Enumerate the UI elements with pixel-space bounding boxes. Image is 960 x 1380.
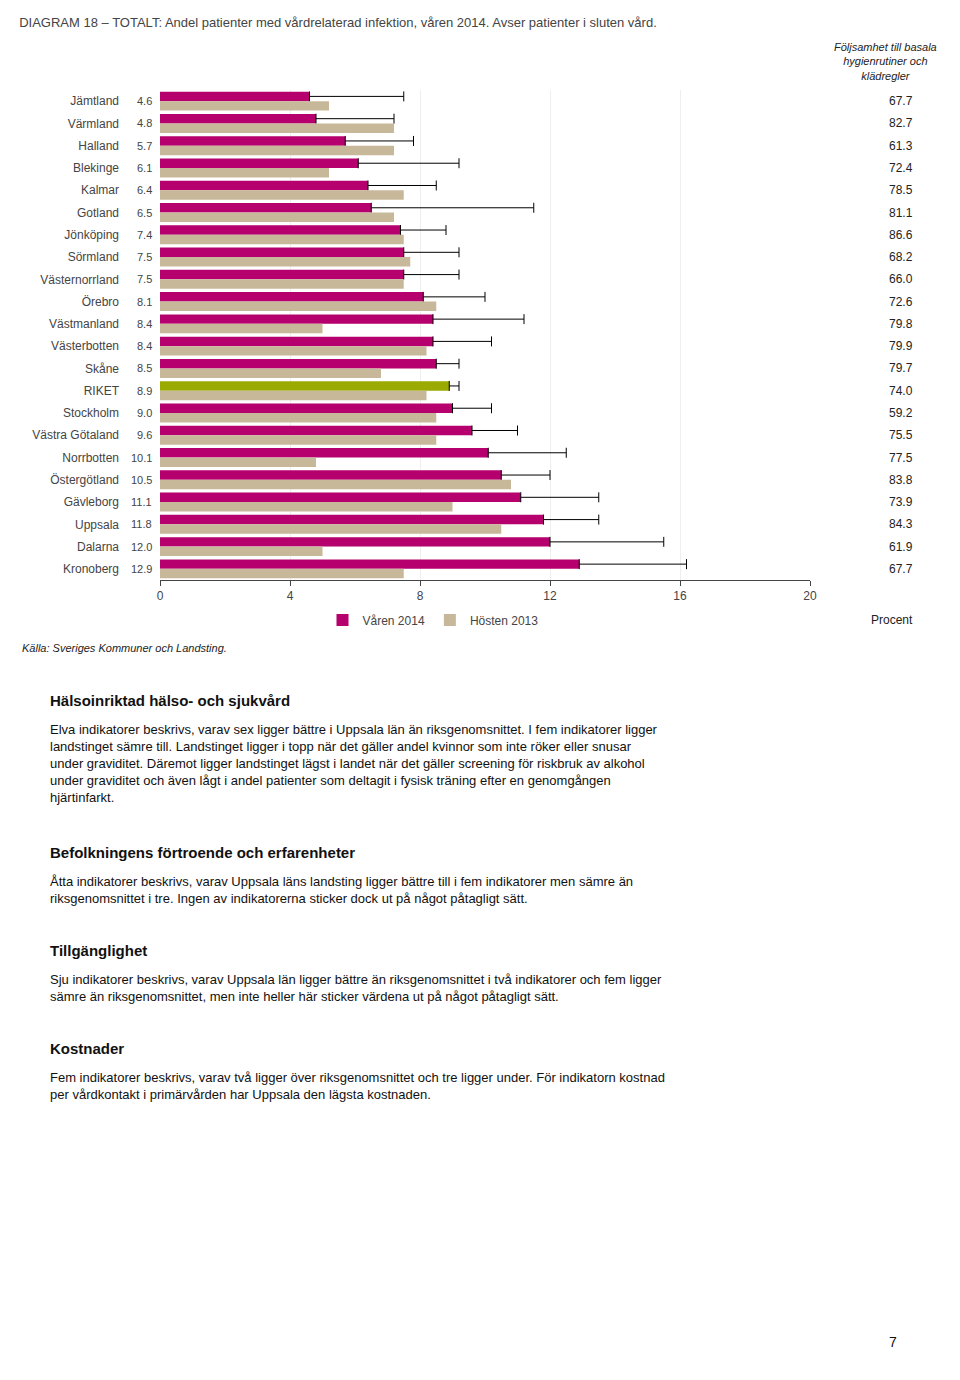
- svg-text:Följsamhet till basalahygienru: Följsamhet till basalahygienrutiner ochk…: [834, 41, 937, 82]
- svg-text:9.6: 9.6: [137, 429, 152, 441]
- svg-text:8.9: 8.9: [137, 385, 152, 397]
- svg-text:6.5: 6.5: [137, 207, 152, 219]
- svg-text:83.8: 83.8: [889, 473, 913, 487]
- svg-text:79.7: 79.7: [889, 361, 913, 375]
- svg-text:7: 7: [889, 1334, 897, 1350]
- svg-text:Gävleborg: Gävleborg: [64, 495, 119, 509]
- svg-text:61.9: 61.9: [889, 540, 913, 554]
- svg-text:79.8: 79.8: [889, 317, 913, 331]
- svg-text:12.9: 12.9: [131, 563, 152, 575]
- svg-text:4: 4: [287, 589, 294, 603]
- svg-text:Halland: Halland: [78, 139, 119, 153]
- svg-text:Hälsoinriktad hälso- och sjukv: Hälsoinriktad hälso- och sjukvård: [50, 692, 290, 709]
- svg-text:6.1: 6.1: [137, 162, 152, 174]
- svg-text:Västra Götaland: Västra Götaland: [32, 428, 119, 442]
- svg-text:Tillgänglighet: Tillgänglighet: [50, 942, 147, 959]
- svg-text:Västerbotten: Västerbotten: [51, 339, 119, 353]
- svg-text:12: 12: [543, 589, 557, 603]
- svg-text:Kostnader: Kostnader: [50, 1040, 124, 1057]
- svg-text:Gotland: Gotland: [77, 206, 119, 220]
- svg-text:8.4: 8.4: [137, 318, 152, 330]
- svg-text:Befolkningens förtroende och e: Befolkningens förtroende och erfarenhete…: [50, 844, 355, 861]
- svg-text:10.1: 10.1: [131, 452, 152, 464]
- svg-text:12.0: 12.0: [131, 541, 152, 553]
- svg-text:66.0: 66.0: [889, 272, 913, 286]
- svg-text:Västmanland: Västmanland: [49, 317, 119, 331]
- svg-text:82.7: 82.7: [889, 116, 913, 130]
- svg-text:Kalmar: Kalmar: [81, 183, 119, 197]
- svg-text:7.4: 7.4: [137, 229, 152, 241]
- svg-text:79.9: 79.9: [889, 339, 913, 353]
- svg-text:Våren 2014: Våren 2014: [363, 614, 425, 628]
- svg-text:Uppsala: Uppsala: [75, 518, 119, 532]
- svg-text:72.4: 72.4: [889, 161, 913, 175]
- svg-text:7.5: 7.5: [137, 273, 152, 285]
- svg-text:10.5: 10.5: [131, 474, 152, 486]
- svg-text:59.2: 59.2: [889, 406, 913, 420]
- svg-text:78.5: 78.5: [889, 183, 913, 197]
- svg-text:Värmland: Värmland: [68, 117, 119, 131]
- svg-text:77.5: 77.5: [889, 451, 913, 465]
- svg-text:8.1: 8.1: [137, 296, 152, 308]
- svg-text:Sju indikatorer beskrivs, vara: Sju indikatorer beskrivs, varav Uppsala …: [50, 972, 662, 1004]
- svg-text:Hösten 2013: Hösten 2013: [470, 614, 538, 628]
- svg-text:73.9: 73.9: [889, 495, 913, 509]
- svg-text:8.5: 8.5: [137, 362, 152, 374]
- svg-text:9.0: 9.0: [137, 407, 152, 419]
- svg-text:Västernorrland: Västernorrland: [40, 273, 119, 287]
- svg-text:Örebro: Örebro: [82, 295, 120, 309]
- svg-text:8: 8: [417, 589, 424, 603]
- svg-text:72.6: 72.6: [889, 295, 913, 309]
- svg-text:67.7: 67.7: [889, 94, 913, 108]
- svg-text:0: 0: [157, 589, 164, 603]
- svg-text:6.4: 6.4: [137, 184, 152, 196]
- svg-text:Kronoberg: Kronoberg: [63, 562, 119, 576]
- svg-text:11.8: 11.8: [131, 518, 152, 530]
- svg-text:Fem indikatorer beskrivs, vara: Fem indikatorer beskrivs, varav två ligg…: [50, 1070, 665, 1102]
- svg-text:4.6: 4.6: [137, 95, 152, 107]
- svg-text:Procent: Procent: [871, 613, 913, 627]
- svg-text:Östergötland: Östergötland: [50, 473, 119, 487]
- svg-text:61.3: 61.3: [889, 139, 913, 153]
- svg-text:5.7: 5.7: [137, 140, 152, 152]
- svg-text:84.3: 84.3: [889, 517, 913, 531]
- svg-text:DIAGRAM 18 – TOTALT: Andel pat: DIAGRAM 18 – TOTALT: Andel patienter med…: [19, 15, 657, 30]
- svg-text:75.5: 75.5: [889, 428, 913, 442]
- svg-text:Dalarna: Dalarna: [77, 540, 119, 554]
- svg-text:8.4: 8.4: [137, 340, 152, 352]
- svg-text:67.7: 67.7: [889, 562, 913, 576]
- svg-text:Källa: Sveriges Kommuner och L: Källa: Sveriges Kommuner och Landsting.: [22, 642, 227, 654]
- svg-text:20: 20: [803, 589, 817, 603]
- svg-text:Blekinge: Blekinge: [73, 161, 119, 175]
- svg-text:4.8: 4.8: [137, 117, 152, 129]
- svg-text:Jämtland: Jämtland: [70, 94, 119, 108]
- svg-text:74.0: 74.0: [889, 384, 913, 398]
- svg-text:68.2: 68.2: [889, 250, 913, 264]
- svg-text:Skåne: Skåne: [85, 362, 119, 376]
- svg-text:16: 16: [673, 589, 687, 603]
- svg-text:Jönköping: Jönköping: [64, 228, 119, 242]
- svg-text:Elva indikatorer beskrivs, var: Elva indikatorer beskrivs, varav sex lig…: [50, 722, 658, 805]
- svg-text:81.1: 81.1: [889, 206, 913, 220]
- svg-text:RIKET: RIKET: [84, 384, 120, 398]
- svg-text:7.5: 7.5: [137, 251, 152, 263]
- svg-text:Stockholm: Stockholm: [63, 406, 119, 420]
- svg-text:11.1: 11.1: [131, 496, 152, 508]
- svg-text:Sörmland: Sörmland: [68, 250, 119, 264]
- svg-text:Norrbotten: Norrbotten: [62, 451, 119, 465]
- svg-text:Åtta indikatorer beskrivs, var: Åtta indikatorer beskrivs, varav Uppsala…: [50, 874, 633, 906]
- svg-text:86.6: 86.6: [889, 228, 913, 242]
